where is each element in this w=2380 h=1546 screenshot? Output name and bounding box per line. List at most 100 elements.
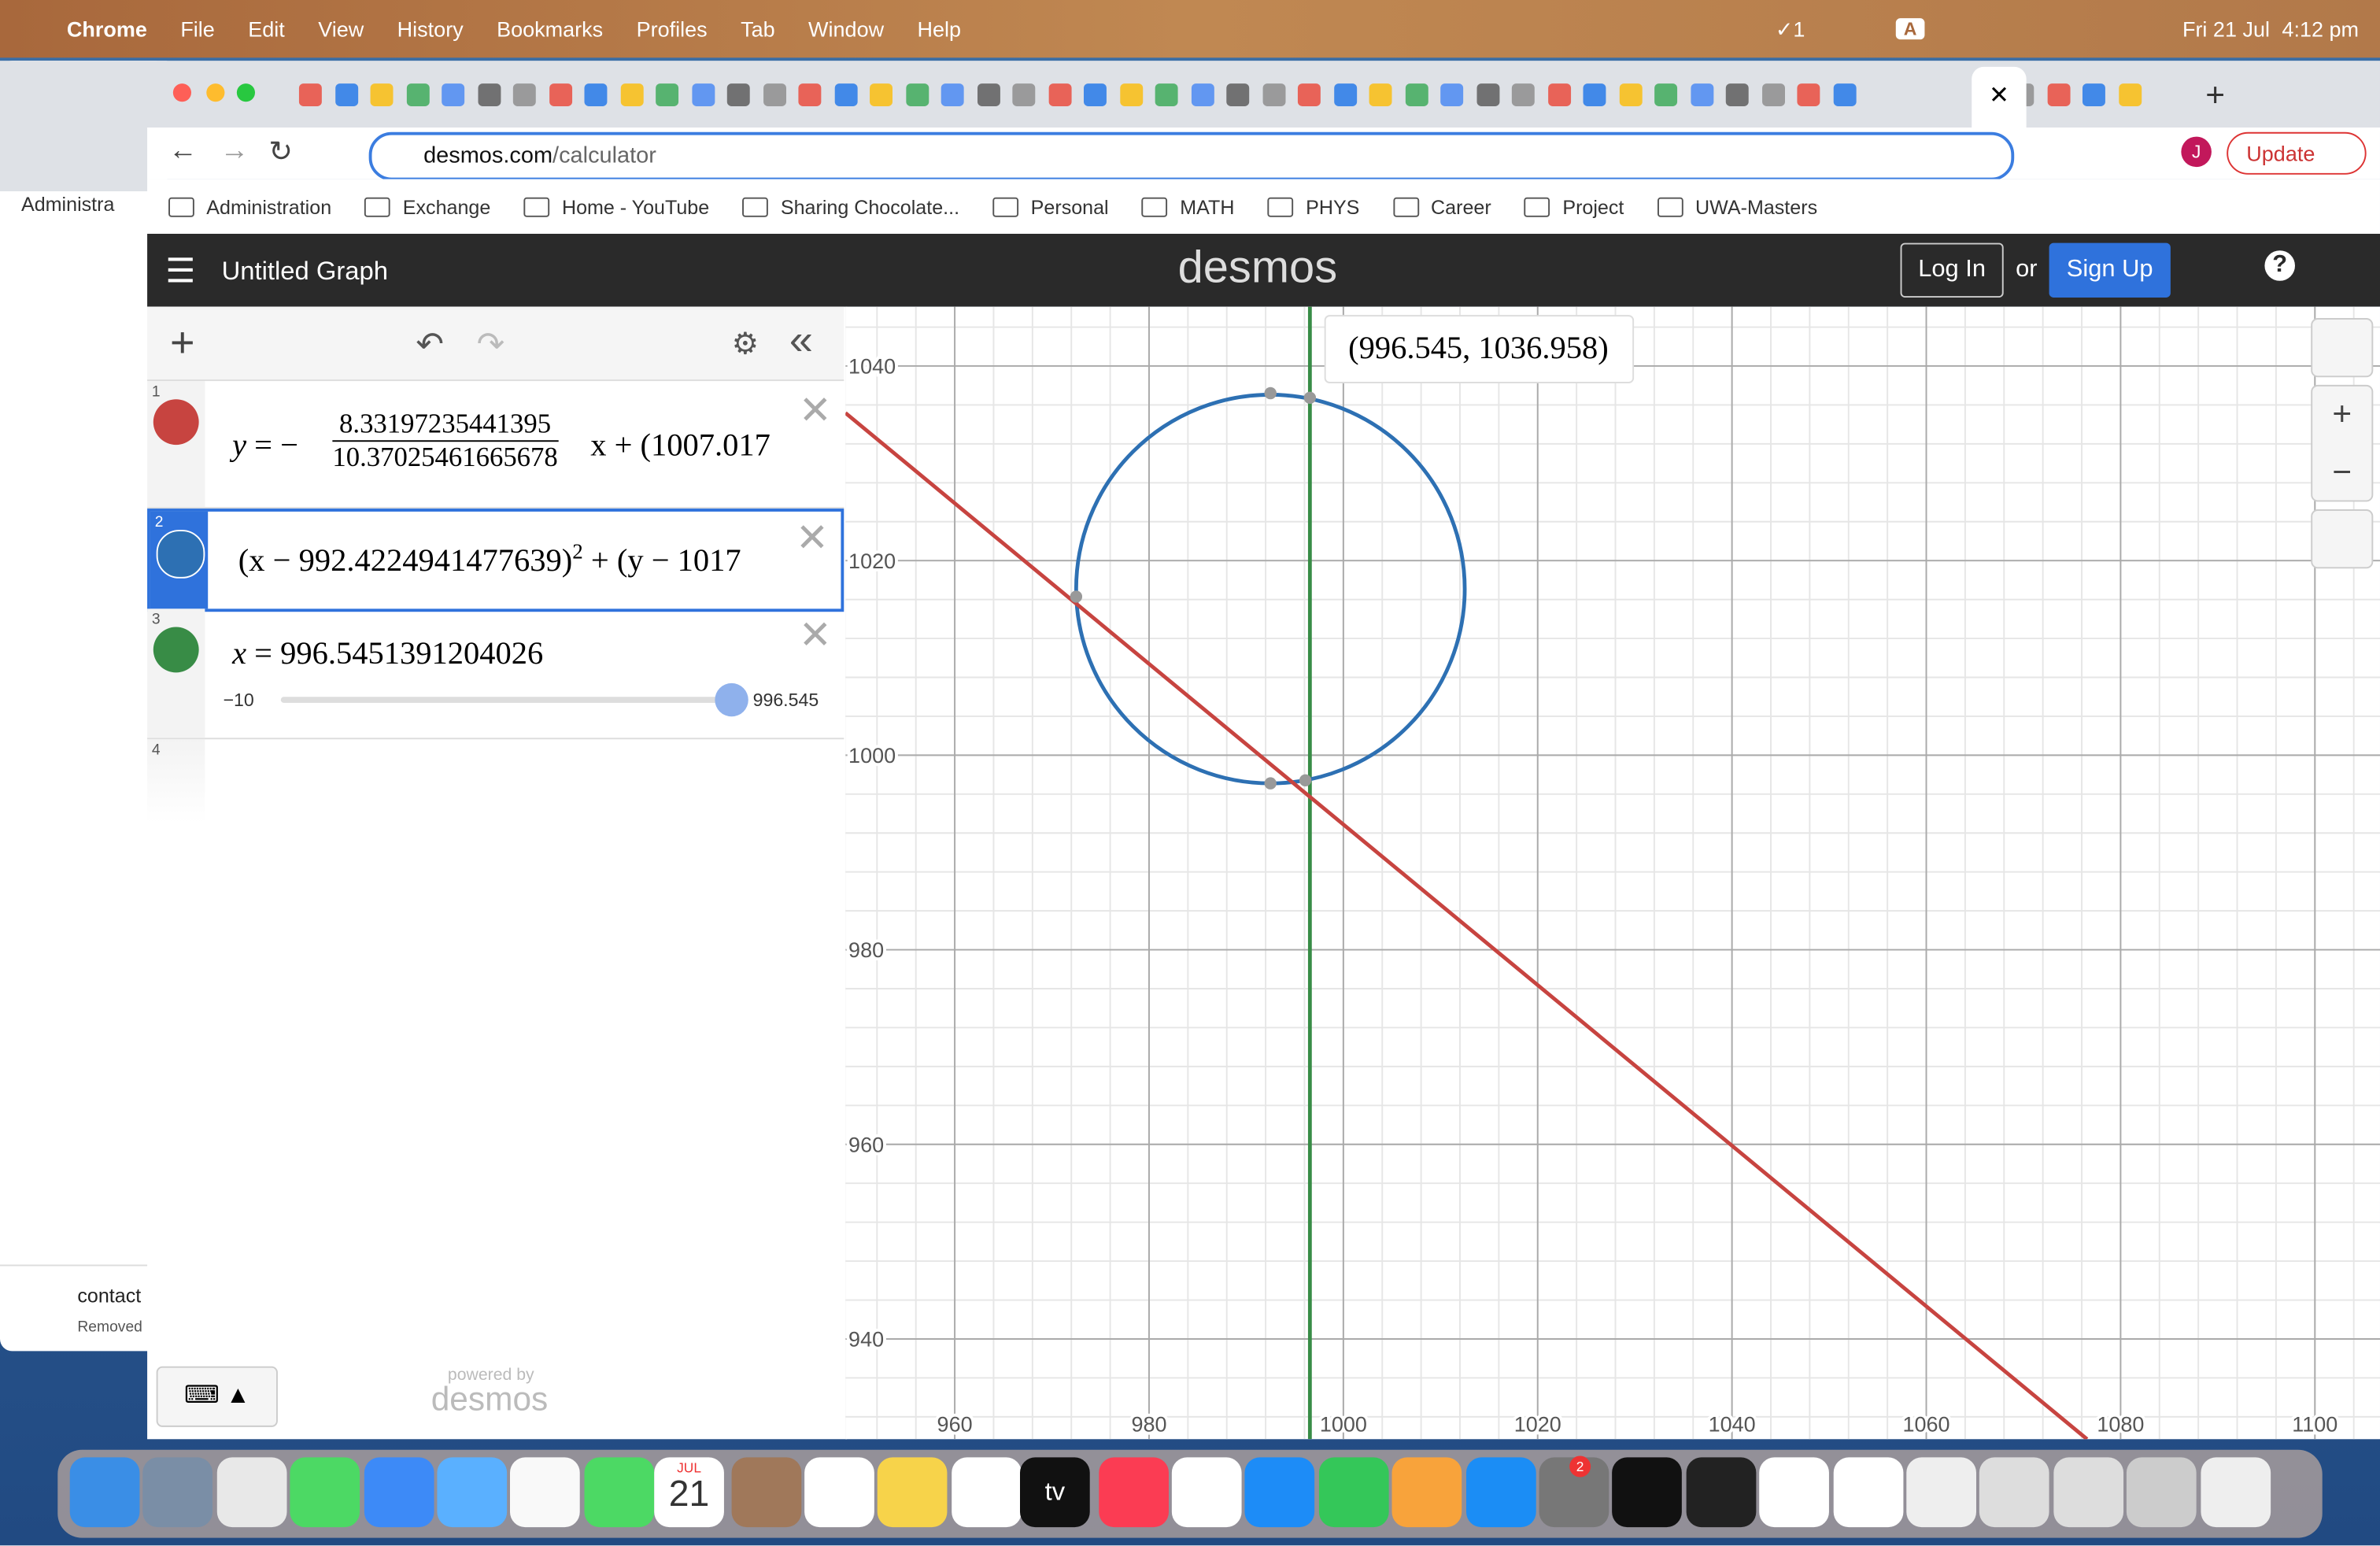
new-tab[interactable]: +: [2205, 76, 2226, 114]
slider-track[interactable]: [280, 697, 734, 703]
bookmark[interactable]: Career: [1393, 195, 1491, 218]
download-item[interactable]: contact Removed: [0, 1264, 168, 1352]
settings[interactable]: ⚙: [731, 327, 759, 361]
bookmark[interactable]: Administration: [168, 195, 331, 218]
dock-icon[interactable]: [510, 1457, 581, 1528]
dock-icon[interactable]: [951, 1457, 1022, 1528]
bookmark[interactable]: Home - YouTube: [524, 195, 709, 218]
time[interactable]: 4:12 pm: [2282, 17, 2359, 42]
menu-item[interactable]: Help: [917, 17, 962, 42]
menu-item[interactable]: File: [180, 17, 215, 42]
expression-row[interactable]: 1 y = − 8.33197235441395 10.3702546166567…: [147, 381, 844, 509]
graph-settings[interactable]: [2311, 318, 2374, 378]
help-button[interactable]: ?: [2264, 250, 2295, 281]
menu-item[interactable]: Tab: [741, 17, 775, 42]
delete[interactable]: ✕: [798, 612, 832, 658]
dock-icon[interactable]: [584, 1457, 654, 1528]
dock-icon[interactable]: [364, 1457, 434, 1528]
signup-button[interactable]: Sign Up: [2049, 242, 2171, 298]
slider-min[interactable]: −10: [223, 689, 254, 711]
dock-icon[interactable]: [437, 1457, 508, 1528]
menu-item[interactable]: Window: [808, 17, 885, 42]
color-icon[interactable]: [153, 399, 199, 446]
dock-icon[interactable]: [1391, 1457, 1462, 1528]
menu-button[interactable]: ☰: [165, 252, 196, 290]
calendar-icon[interactable]: JUL 21: [654, 1457, 724, 1528]
point[interactable]: [1303, 391, 1317, 404]
expression-row[interactable]: 4: [147, 739, 844, 823]
graph-paper[interactable]: 960 980 1000 1020 1040 1060 1080 1100 940 960 980 1…: [845, 306, 2380, 1440]
bookmark[interactable]: Project: [1524, 195, 1624, 218]
dock-icon[interactable]: [1171, 1457, 1242, 1528]
point[interactable]: [1264, 386, 1277, 400]
profile[interactable]: J: [2181, 136, 2212, 168]
dock-icon[interactable]: [1098, 1457, 1169, 1528]
bookmark[interactable]: MATH: [1142, 195, 1234, 218]
bookmark[interactable]: Exchange: [365, 195, 491, 218]
address-bar[interactable]: desmos.com/calculator: [368, 131, 2015, 181]
zoom-in[interactable]: +: [2332, 395, 2352, 432]
home-button[interactable]: [2311, 509, 2374, 569]
bookmark[interactable]: UWA-Masters: [1658, 195, 1817, 218]
dock-icon[interactable]: [878, 1457, 948, 1528]
delete[interactable]: ✕: [795, 514, 829, 560]
dock-icon[interactable]: [2127, 1457, 2197, 1528]
straight-line[interactable]: [845, 411, 2089, 1440]
dock-icon[interactable]: [1759, 1457, 1830, 1528]
dock-icon[interactable]: [216, 1457, 287, 1528]
dock-icon[interactable]: [730, 1457, 801, 1528]
menu-item[interactable]: History: [397, 17, 464, 42]
dock-icon[interactable]: [290, 1457, 360, 1528]
back[interactable]: ←: [168, 135, 198, 168]
add-button[interactable]: +: [169, 318, 195, 366]
active-tab[interactable]: ✕: [1972, 66, 2027, 131]
menu-item[interactable]: Profiles: [636, 17, 708, 42]
bg-bookmark[interactable]: Administra: [20, 192, 115, 216]
dock-icon[interactable]: [1832, 1457, 1903, 1528]
date[interactable]: Fri 21 Jul: [2182, 17, 2270, 42]
delete[interactable]: ✕: [798, 386, 832, 433]
dock-icon[interactable]: [2053, 1457, 2123, 1528]
dock-icon[interactable]: [1318, 1457, 1389, 1528]
dock-icon[interactable]: [1686, 1457, 1756, 1528]
expression-row[interactable]: 2 (x − 992.4224941477639)2 + (y − 1017 ✕: [147, 509, 844, 612]
menu-item[interactable]: Bookmarks: [497, 17, 604, 42]
bookmark[interactable]: PHYS: [1268, 195, 1359, 218]
update-button[interactable]: Update: [2227, 131, 2367, 175]
dock-icon[interactable]: [143, 1457, 213, 1528]
menu-item[interactable]: View: [318, 17, 364, 42]
reload[interactable]: ↻: [268, 136, 294, 169]
collapse[interactable]: «: [789, 316, 813, 363]
point[interactable]: [1264, 777, 1277, 790]
menu-item[interactable]: Edit: [248, 17, 285, 42]
login-button[interactable]: Log In: [1900, 242, 2004, 298]
input-source[interactable]: A: [1896, 18, 1925, 40]
dock-icon[interactable]: [2200, 1457, 2271, 1528]
point[interactable]: [1070, 590, 1083, 603]
zoom-out[interactable]: −: [2332, 453, 2352, 490]
dock-icon[interactable]: [69, 1457, 140, 1528]
color-icon[interactable]: [156, 530, 205, 579]
undo[interactable]: ↶: [416, 324, 444, 363]
app-name[interactable]: Chrome: [66, 17, 147, 42]
minimize-button[interactable]: [206, 83, 225, 102]
status-checks[interactable]: ✓1: [1775, 16, 1805, 41]
dock-icon[interactable]: [1979, 1457, 2050, 1528]
expression-row[interactable]: 3 x = 996.5451391204026 −10 996.545 ✕: [147, 608, 844, 740]
graph-title[interactable]: Untitled Graph: [221, 256, 388, 286]
color-icon[interactable]: [153, 627, 199, 673]
dock-icon[interactable]: [1245, 1457, 1315, 1528]
zoom-button[interactable]: [236, 83, 255, 102]
circle-curve[interactable]: [1074, 393, 1467, 786]
slider-value[interactable]: 996.545: [752, 689, 819, 711]
dock-icon[interactable]: [1465, 1457, 1536, 1528]
point[interactable]: [1299, 774, 1312, 786]
forward[interactable]: →: [220, 135, 249, 168]
keyboard-toggle[interactable]: ⌨ ▲: [156, 1366, 278, 1427]
bookmark[interactable]: Sharing Chocolate...: [743, 195, 959, 218]
redo[interactable]: ↷: [476, 324, 505, 363]
dock-icon[interactable]: [804, 1457, 874, 1528]
bookmark[interactable]: Personal: [992, 195, 1109, 218]
zoom-controls[interactable]: [2311, 384, 2374, 502]
close-button[interactable]: [172, 83, 191, 102]
